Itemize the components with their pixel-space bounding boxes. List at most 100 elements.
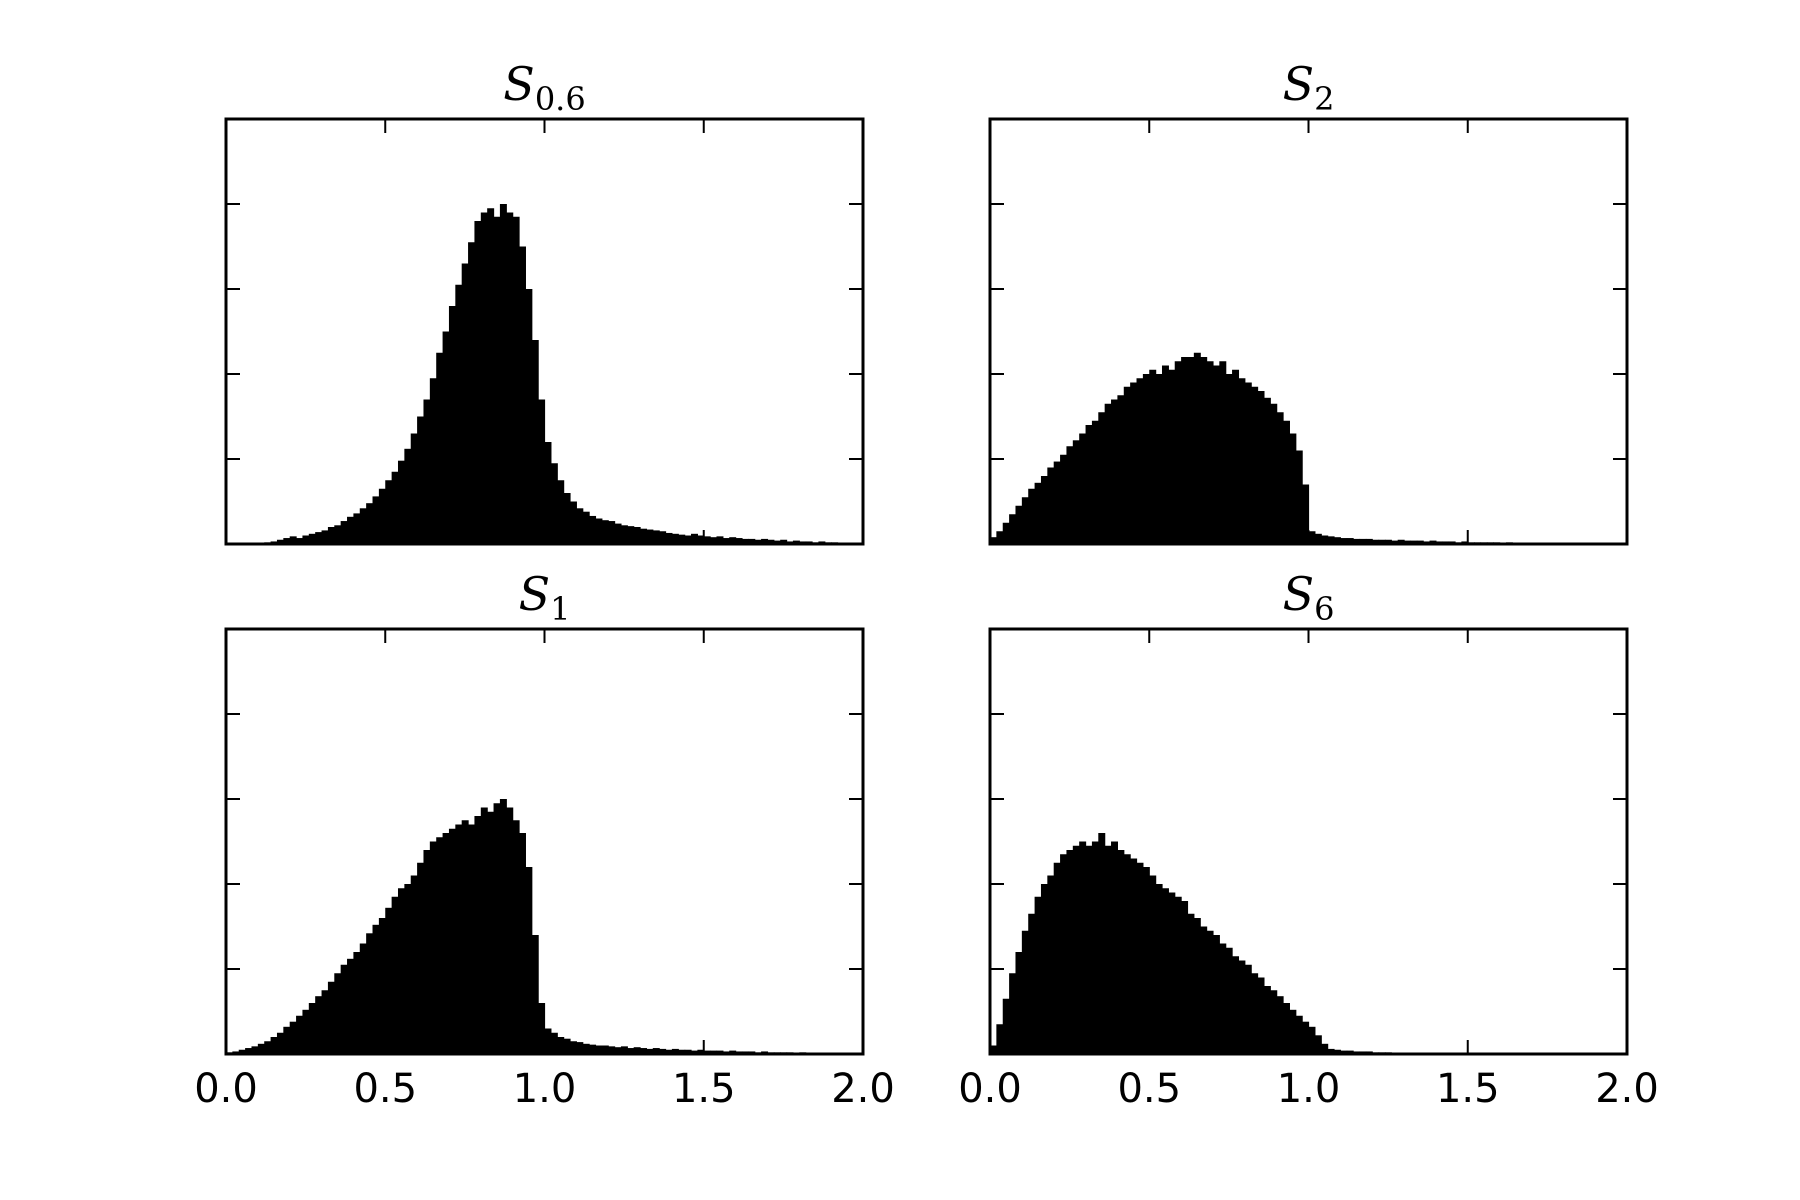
histogram-bar: [767, 539, 775, 544]
histogram-bar: [1111, 841, 1118, 1054]
histogram-bar: [678, 534, 686, 544]
histogram-bar: [1232, 956, 1240, 1054]
histogram-bar: [1136, 862, 1144, 1054]
histogram-bar: [410, 875, 418, 1054]
histogram-bar: [1021, 497, 1029, 544]
histogram-bar: [1015, 505, 1023, 544]
panel-title: S6: [1283, 567, 1335, 628]
axes-frame: [224, 627, 865, 1056]
histogram-bar: [499, 799, 507, 1054]
histogram-bar: [519, 246, 526, 544]
histogram-bar: [283, 538, 291, 544]
histogram-bar: [455, 824, 463, 1054]
histogram-bar: [1270, 403, 1278, 544]
histogram-bar: [1302, 484, 1310, 544]
histogram-bar: [1002, 522, 1010, 544]
histogram-bar: [1072, 440, 1080, 544]
histogram-bar: [1232, 369, 1240, 544]
histogram-bar: [1251, 386, 1259, 544]
histogram-bar: [671, 533, 679, 544]
histogram-bar: [1314, 1035, 1322, 1054]
histogram-bar: [1047, 875, 1055, 1054]
histogram-bar: [1155, 374, 1163, 544]
histogram-bar: [1397, 539, 1405, 544]
histogram-bar: [773, 540, 781, 544]
histogram-bar: [474, 221, 482, 544]
histogram-bar: [264, 1041, 272, 1054]
histogram-bar: [1391, 540, 1399, 544]
histogram-bar: [990, 537, 997, 544]
histogram-bar: [506, 807, 514, 1054]
histogram-bar: [1251, 973, 1259, 1054]
histogram-bar: [1416, 540, 1424, 544]
histogram-bar: [372, 924, 380, 1054]
histogram-bar: [1321, 1043, 1329, 1054]
histogram-bar: [1174, 896, 1182, 1054]
histogram-bar: [652, 530, 660, 544]
histogram-bar: [1340, 1050, 1348, 1054]
histogram-bar: [461, 820, 469, 1054]
histogram-bar: [595, 518, 603, 544]
histogram-bar: [289, 536, 297, 544]
histogram-bar: [327, 527, 335, 544]
histogram-bar: [410, 433, 418, 544]
histogram-bar: [1079, 433, 1087, 544]
histogram-bar: [276, 539, 284, 544]
histogram-bar: [1002, 998, 1010, 1054]
histogram-bar: [531, 340, 539, 544]
histogram-bar: [340, 964, 348, 1054]
histogram-bar: [646, 529, 654, 544]
histogram-bar: [327, 981, 335, 1054]
histogram-bar: [1066, 446, 1074, 544]
histogram-bar: [1079, 841, 1087, 1054]
histogram-bar: [525, 867, 533, 1054]
histogram-bar: [710, 537, 718, 544]
histogram-bar: [442, 833, 450, 1054]
histogram-bar: [321, 530, 329, 544]
histogram-bar: [544, 442, 552, 544]
histogram-bar: [1346, 538, 1354, 544]
histogram-bar: [1353, 538, 1361, 544]
histogram-bar: [480, 807, 488, 1054]
histogram-bar: [308, 533, 316, 544]
histogram-bar: [716, 1050, 724, 1054]
histogram-bar: [595, 1045, 603, 1054]
histogram-bar: [716, 536, 724, 544]
histogram-bar: [1015, 952, 1023, 1054]
histogram-bar: [1219, 943, 1227, 1054]
histogram-bar: [1181, 357, 1189, 544]
histogram-bar: [499, 204, 507, 544]
histogram-bar: [506, 212, 514, 544]
histogram-bar: [1283, 420, 1290, 544]
histogram-bar: [1193, 352, 1201, 544]
histogram-bar: [601, 520, 609, 544]
histogram-bar: [455, 284, 463, 544]
histogram-bar: [1149, 369, 1157, 544]
panel-title: S1: [519, 567, 571, 628]
histogram-bar: [308, 1003, 316, 1054]
histogram-bar: [1066, 850, 1074, 1054]
histogram-bar: [614, 523, 622, 544]
histogram-bar: [340, 521, 348, 544]
histogram-bar: [608, 521, 616, 544]
histogram-bar: [1142, 867, 1150, 1054]
histogram-bar: [1225, 374, 1233, 544]
histogram-bar: [1244, 382, 1252, 544]
histogram-bar: [1181, 901, 1189, 1054]
histogram-bar: [461, 263, 469, 544]
histogram-bar: [627, 526, 635, 544]
histogram-bar: [729, 1050, 737, 1054]
panel-title: S2: [1283, 57, 1335, 118]
histogram-bar: [1200, 926, 1208, 1054]
histogram-bar: [1314, 533, 1322, 544]
histogram-bar: [1276, 996, 1284, 1054]
histogram-bar: [1168, 369, 1176, 544]
histogram-bar: [468, 824, 476, 1054]
histogram-bar: [1295, 1015, 1303, 1054]
histogram-bar: [283, 1026, 291, 1054]
histogram-bar: [270, 1037, 278, 1054]
histogram-bar: [601, 1045, 609, 1054]
histogram-bar: [442, 331, 450, 544]
histogram-bar: [1028, 488, 1036, 544]
histogram-bar: [1333, 537, 1341, 544]
